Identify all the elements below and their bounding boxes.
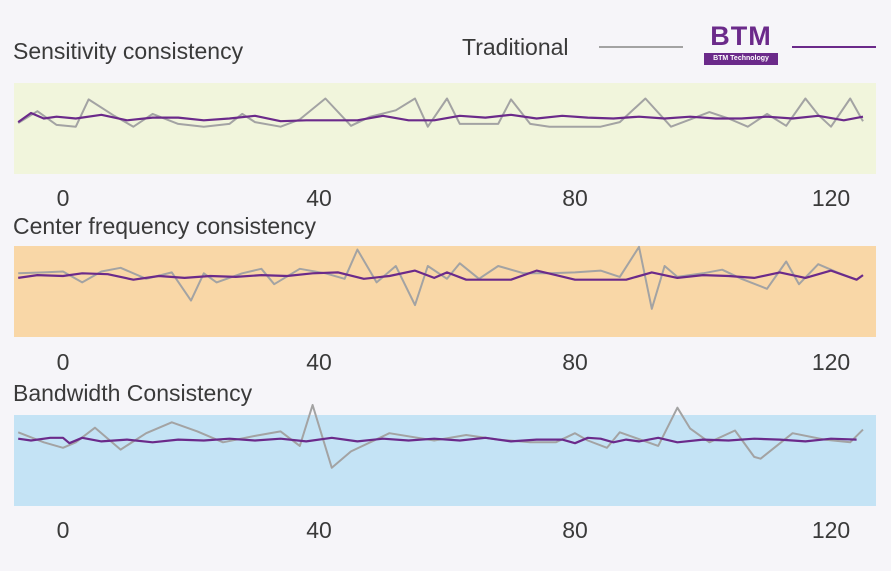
x-tick-label: 80	[562, 517, 588, 543]
chart-band	[14, 83, 876, 174]
series-line-traditional	[17, 404, 864, 469]
x-tick-label: 80	[562, 185, 588, 211]
btm-logo-text: BTM	[710, 21, 772, 51]
x-tick-label: 120	[812, 517, 850, 543]
chart-bandwidth-consistency: 0 40 80 120	[14, 404, 876, 543]
series-line-btm	[17, 111, 864, 123]
chart-title-center-frequency: Center frequency consistency	[13, 213, 316, 239]
series-line-traditional	[17, 97, 864, 128]
x-tick-label: 80	[562, 349, 588, 375]
x-tick-label: 0	[57, 349, 70, 375]
chart-center-frequency-consistency: 0 40 80 120	[14, 245, 876, 375]
x-tick-label: 0	[57, 517, 70, 543]
x-tick-label: 40	[306, 185, 332, 211]
legend-btm-line	[792, 46, 876, 48]
btm-logo: BTM BTM Technology	[704, 22, 778, 66]
legend-traditional-line	[599, 46, 683, 48]
x-tick-label: 40	[306, 349, 332, 375]
chart-sensitivity-consistency: 0 40 80 120	[14, 83, 876, 211]
btm-logo-subtext: BTM Technology	[704, 53, 778, 65]
chart-band	[14, 246, 876, 337]
series-line-btm	[18, 269, 864, 281]
x-tick-label: 120	[812, 185, 850, 211]
x-tick-label: 40	[306, 517, 332, 543]
chart-band	[14, 415, 876, 506]
series-line-btm	[18, 436, 857, 445]
x-tick-label: 120	[812, 349, 850, 375]
chart-title-sensitivity: Sensitivity consistency	[13, 38, 244, 64]
legend-traditional-label: Traditional	[462, 34, 569, 60]
chart-title-bandwidth: Bandwidth Consistency	[13, 380, 253, 406]
x-tick-label: 0	[57, 185, 70, 211]
